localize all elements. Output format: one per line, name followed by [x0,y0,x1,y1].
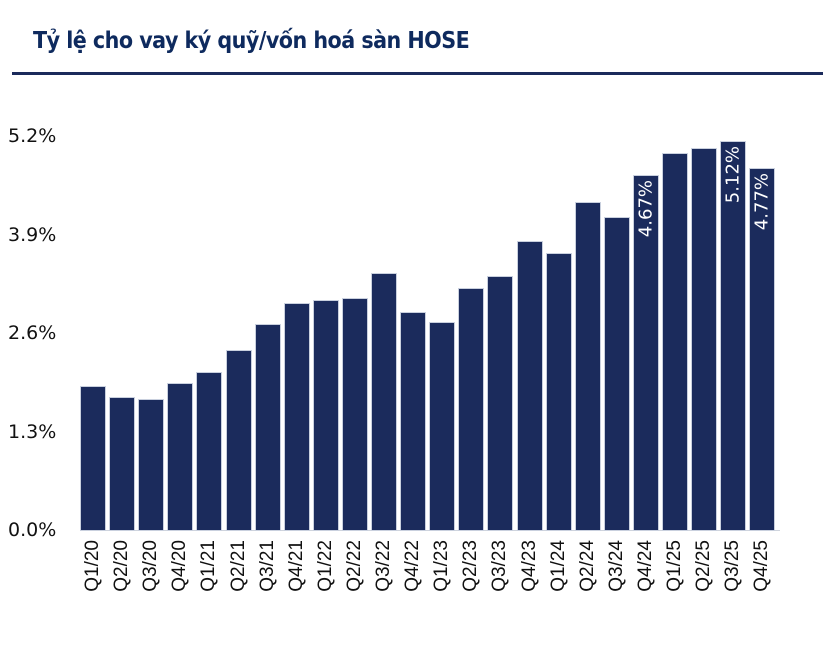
x-tick-label: Q3/23 [489,540,511,592]
x-tick-label: Q2/25 [693,540,715,592]
bar [400,312,427,531]
x-tick-label: Q1/25 [664,540,685,592]
y-tick-label: 5.2% [8,125,57,147]
x-tick-label: Q1/22 [314,540,336,592]
title-underline [12,72,823,75]
bar [196,372,223,531]
bar [458,288,485,531]
x-tick-label: Q3/25 [722,540,744,592]
bar [80,385,106,531]
x-tick-label: Q4/23 [518,540,540,592]
bar [371,272,397,531]
x-tick-label: Q1/21 [198,540,220,592]
bar [225,350,252,531]
bar: 4.77% [749,167,776,531]
bar [603,216,630,531]
bar [109,397,136,531]
x-tick-label: Q3/24 [605,540,627,592]
bar [487,275,514,531]
x-tick-label: Q2/21 [227,540,249,592]
x-tick-label: Q4/20 [169,540,191,592]
x-tick-label: Q4/22 [402,540,424,592]
x-tick-label: Q1/23 [431,540,453,592]
y-tick-label: 0.0% [8,519,57,541]
bar [283,303,310,531]
y-tick-label: 1.3% [8,420,57,443]
bar [429,322,456,531]
bar [138,399,165,531]
bar [662,153,688,531]
y-tick-label: 2.6% [8,322,57,344]
x-tick-label: Q4/21 [285,540,307,592]
x-tick-label: Q1/24 [547,540,569,592]
x-tick-label: Q3/22 [373,540,394,592]
bar [312,300,339,531]
bar [254,324,281,531]
x-tick-label: Q1/20 [82,540,103,592]
bar [545,253,572,531]
bar: 4.67% [632,175,659,531]
x-tick-label: Q2/24 [576,540,598,592]
x-tick-label: Q3/21 [256,540,278,592]
data-label: 4.77% [751,172,773,230]
bar [167,382,194,531]
chart-title: Tỷ lệ cho vay ký quỹ/vốn hoá sàn HOSE [33,28,470,54]
data-label: 4.67% [635,180,657,238]
data-label: 5.12% [722,146,744,204]
bar [574,202,601,531]
bar [516,241,543,531]
x-tick-label: Q4/24 [634,540,656,592]
x-axis-line [80,530,780,531]
x-tick-label: Q2/22 [343,540,365,592]
bar [691,147,718,531]
bar [341,297,368,531]
y-tick-label: 3.9% [8,223,57,246]
x-tick-label: Q4/25 [751,540,773,592]
bar: 5.12% [720,141,747,531]
x-tick-label: Q2/23 [460,540,482,592]
x-tick-label: Q3/20 [140,540,162,592]
x-tick-label: Q2/20 [111,540,133,592]
